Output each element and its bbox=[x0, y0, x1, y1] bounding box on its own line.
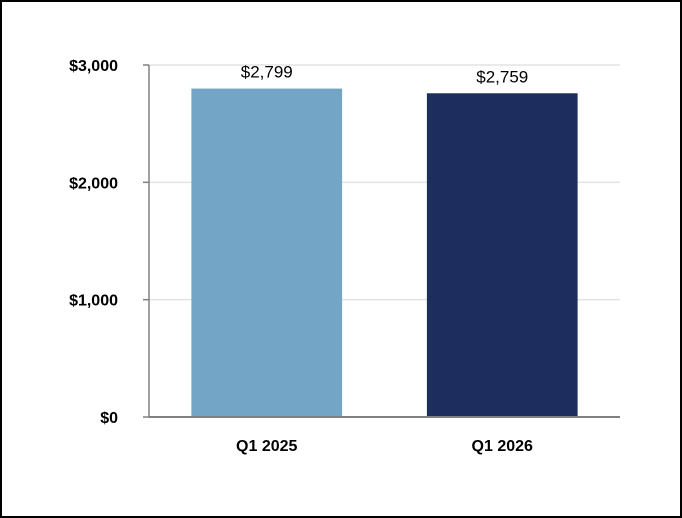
bar bbox=[191, 88, 343, 418]
x-tick-labels: Q1 2025 Q1 2026 bbox=[236, 438, 533, 455]
y-tick-label: $3,000 bbox=[69, 58, 118, 75]
data-label: $2,759 bbox=[476, 67, 528, 86]
y-tick-label: $0 bbox=[100, 410, 118, 427]
bars bbox=[191, 88, 578, 418]
y-tick-label: $1,000 bbox=[69, 293, 118, 310]
axes bbox=[148, 65, 620, 418]
data-label: $2,799 bbox=[241, 63, 293, 82]
data-labels: $2,799 $2,759 bbox=[241, 63, 529, 87]
y-tick-labels: $0 $1,000 $2,000 $3,000 bbox=[69, 58, 118, 427]
x-tick-label: Q1 2026 bbox=[472, 438, 533, 455]
bar bbox=[426, 93, 578, 417]
x-tick-label: Q1 2025 bbox=[236, 438, 297, 455]
y-tick-label: $2,000 bbox=[69, 175, 118, 192]
